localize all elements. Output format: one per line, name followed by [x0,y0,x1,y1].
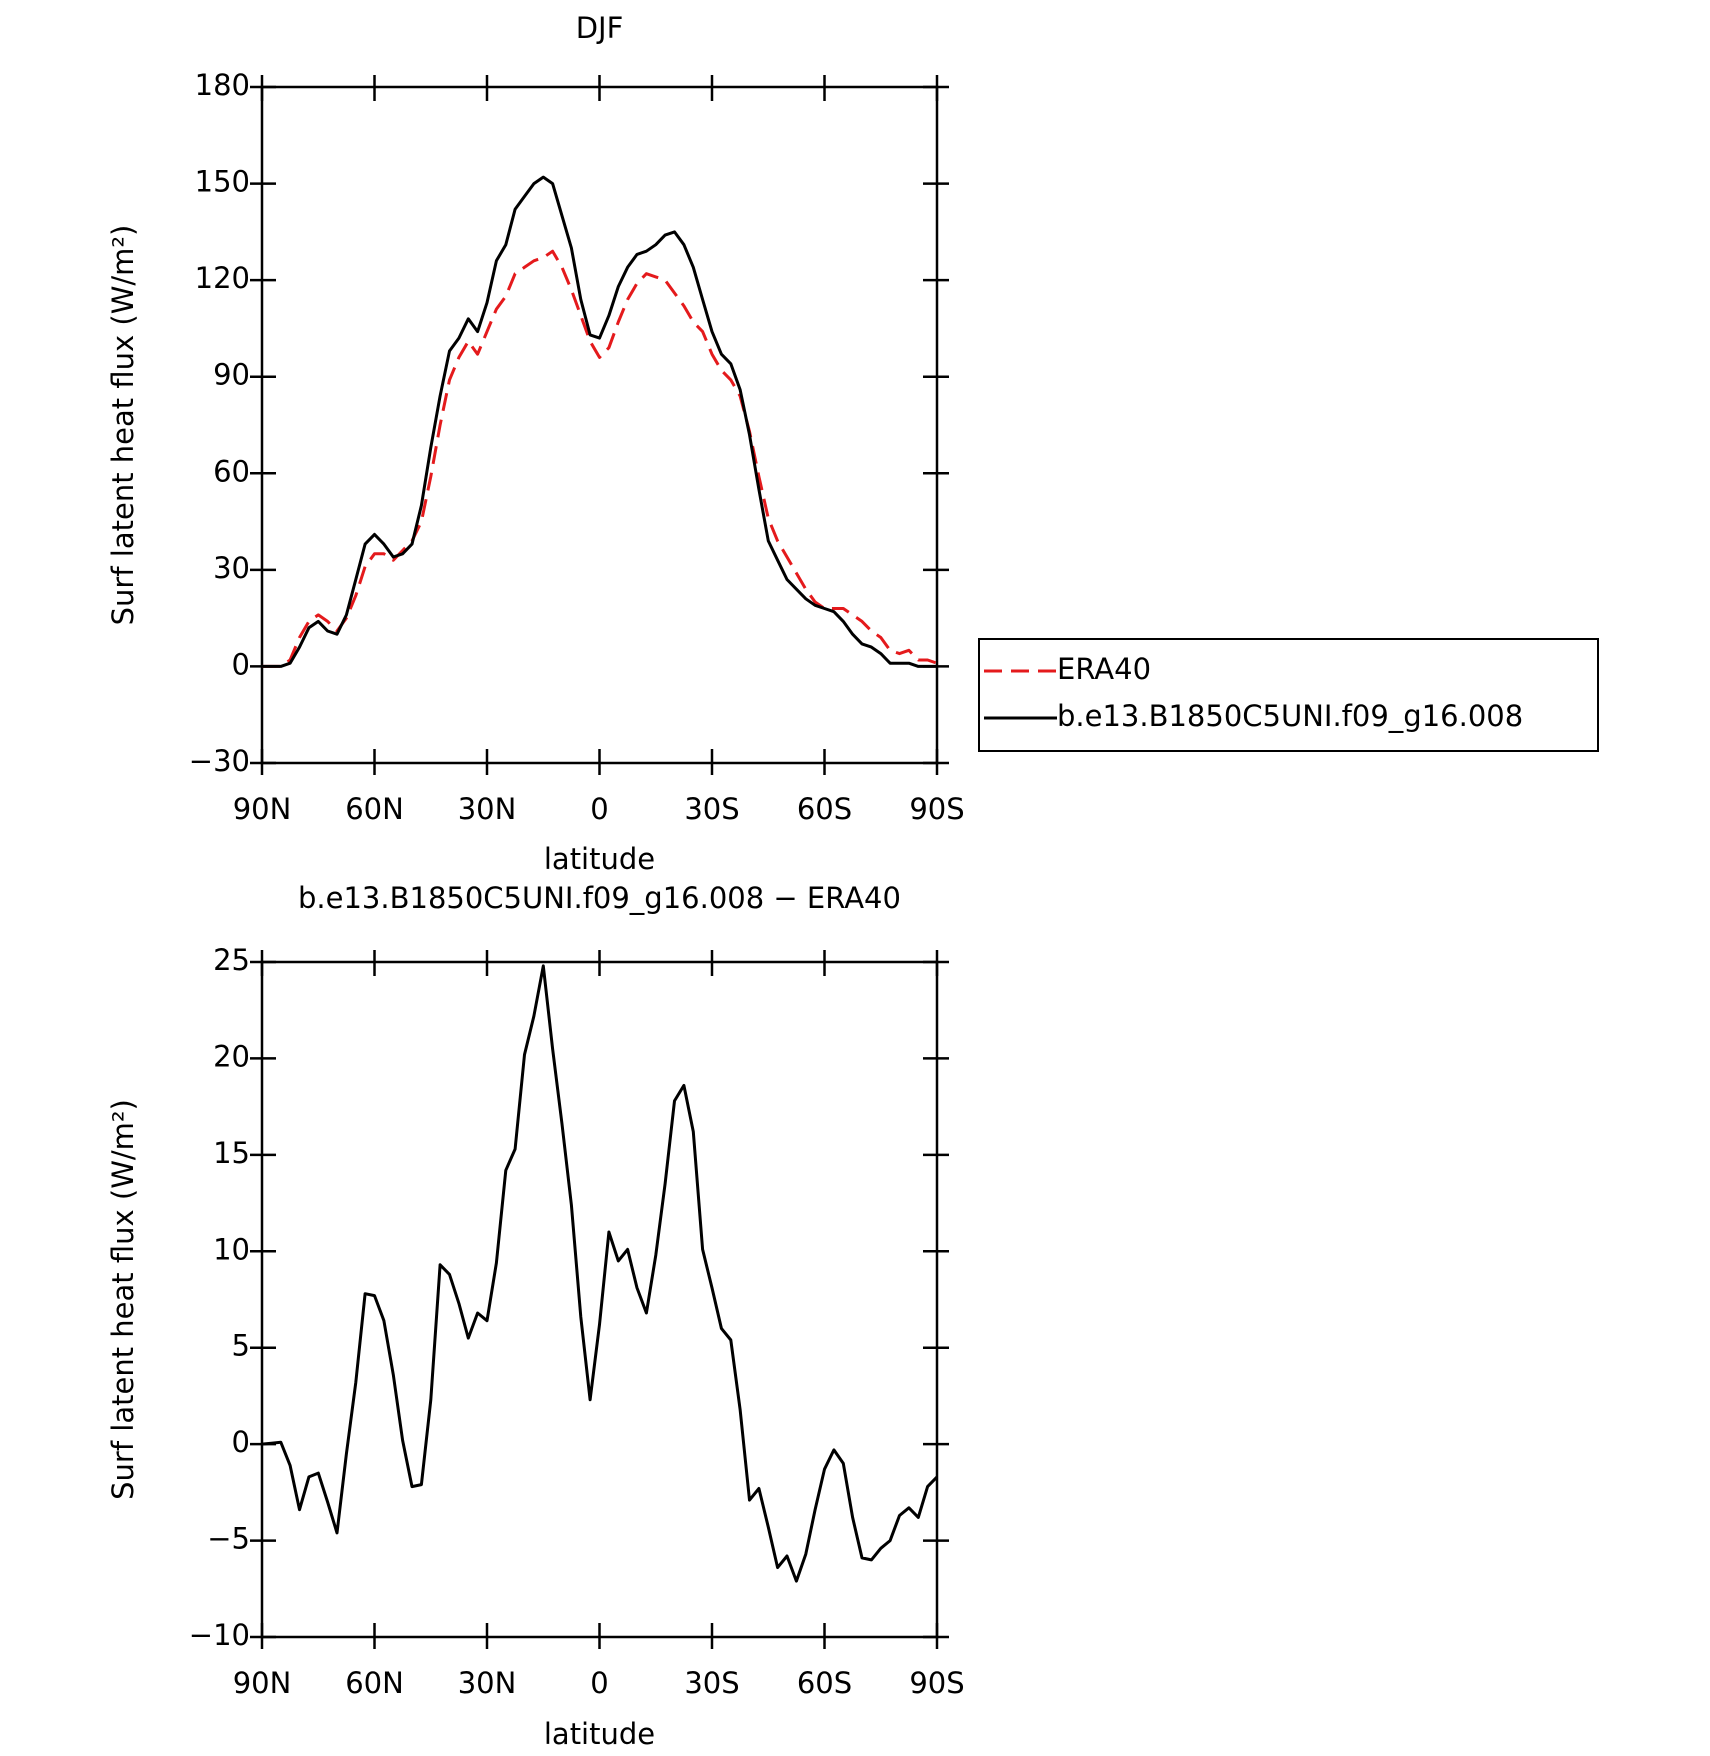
y-tick-label: 0 [232,1425,250,1459]
y-tick-label: 20 [213,1039,250,1073]
x-tick-label: 30N [458,792,517,826]
x-tick-label: 60S [797,1666,852,1700]
y-tick-label: −30 [189,744,250,778]
y-tick-label: 15 [213,1136,250,1170]
chart-title: b.e13.B1850C5UNI.f09_g16.008 − ERA40 [298,881,901,915]
x-tick-label: 90N [233,1666,292,1700]
x-tick-label: 90S [909,792,964,826]
y-tick-label: 0 [232,647,250,681]
legend-box [978,638,1599,752]
y-tick-label: 90 [213,358,250,392]
x-tick-label: 0 [590,1666,608,1700]
y-tick-label: 150 [195,165,250,199]
legend-label: b.e13.B1850C5UNI.f09_g16.008 [1057,699,1523,733]
y-tick-label: 10 [213,1232,250,1266]
y-tick-label: 25 [213,943,250,977]
x-tick-label: 30S [684,1666,739,1700]
plot-frame [260,960,939,1639]
y-tick-label: 120 [195,261,250,295]
y-tick-label: −5 [207,1522,250,1556]
x-tick-label: 90N [233,792,292,826]
x-axis-label: latitude [544,842,655,876]
y-axis-label: Surf latent heat flux (W/m²) [106,1099,140,1500]
y-tick-label: −10 [189,1618,250,1652]
x-tick-label: 30S [684,792,739,826]
x-tick-label: 60N [345,1666,404,1700]
x-tick-label: 0 [590,792,608,826]
y-tick-label: 60 [213,454,250,488]
y-tick-label: 180 [195,68,250,102]
chart-title: DJF [576,11,624,45]
plot-frame [260,85,939,765]
y-tick-label: 5 [232,1329,250,1363]
legend-label: ERA40 [1057,652,1151,686]
data-line [262,249,938,668]
x-axis-label: latitude [544,1717,655,1751]
y-tick-label: 30 [213,551,250,585]
x-tick-label: 90S [909,1666,964,1700]
x-tick-label: 30N [458,1666,517,1700]
y-axis-label: Surf latent heat flux (W/m²) [106,225,140,626]
x-tick-label: 60N [345,792,404,826]
x-tick-label: 60S [797,792,852,826]
data-line [262,175,937,668]
data-line [261,964,939,1583]
